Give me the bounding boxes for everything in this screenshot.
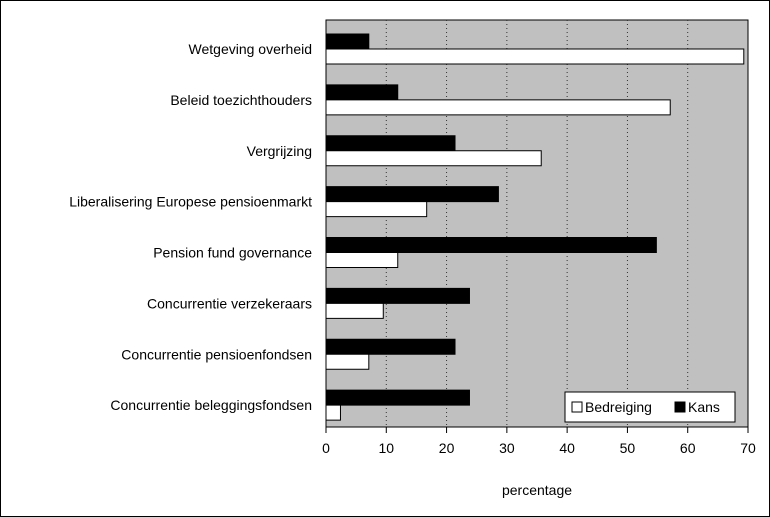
- bar-bedreiging: [325, 201, 428, 218]
- x-tick-label: 30: [499, 440, 515, 456]
- category-label: Concurrentie pensioenfondsen: [121, 346, 312, 362]
- bar-kans: [325, 237, 657, 253]
- bar-bedreiging: [325, 48, 745, 65]
- bar-kans: [325, 186, 499, 203]
- legend-box: [564, 391, 736, 423]
- x-tick-label: 60: [680, 440, 696, 456]
- x-axis-title: percentage: [502, 482, 572, 498]
- legend-swatch-bedreiging: [571, 401, 583, 413]
- category-labels: Wetgeving overheid Beleid toezichthouders…: [69, 41, 312, 413]
- bar-kans: [325, 135, 456, 152]
- category-label: Concurrentie beleggingsfondsen: [110, 397, 312, 413]
- x-tick-label: 0: [322, 440, 330, 456]
- bar-bedreiging: [325, 99, 671, 116]
- bar-kans: [325, 287, 470, 304]
- legend: Bedreiging Kans: [564, 391, 736, 423]
- legend-swatch-kans: [674, 401, 686, 413]
- x-tick-label: 10: [378, 440, 394, 456]
- plot-area: [325, 19, 749, 428]
- category-label: Pension fund governance: [153, 245, 312, 261]
- bars: [325, 33, 745, 421]
- bar-bedreiging: [325, 150, 542, 167]
- bar-kans: [325, 338, 456, 355]
- legend-label-bedreiging: Bedreiging: [585, 399, 652, 415]
- category-label: Wetgeving overheid: [189, 41, 312, 57]
- bar-bedreiging: [325, 353, 370, 370]
- x-tick-label: 70: [740, 440, 756, 456]
- x-axis: 0 10 20 30 40 50 60 70: [322, 426, 756, 456]
- legend-label-kans: Kans: [688, 399, 720, 415]
- bar-kans: [325, 389, 470, 406]
- category-label: Beleid toezichthouders: [170, 92, 312, 108]
- bar-bedreiging: [325, 302, 384, 319]
- category-label: Concurrentie verzekeraars: [147, 295, 312, 311]
- x-tick-label: 40: [559, 440, 575, 456]
- bar-bedreiging: [325, 252, 399, 268]
- bar-kans: [325, 84, 399, 101]
- category-label: Liberalisering Europese pensioenmarkt: [69, 194, 312, 210]
- bar-kans: [325, 33, 370, 50]
- category-label: Vergrijzing: [247, 143, 312, 159]
- x-tick-label: 20: [439, 440, 455, 456]
- x-tick-label: 50: [620, 440, 636, 456]
- bar-bedreiging: [325, 404, 341, 421]
